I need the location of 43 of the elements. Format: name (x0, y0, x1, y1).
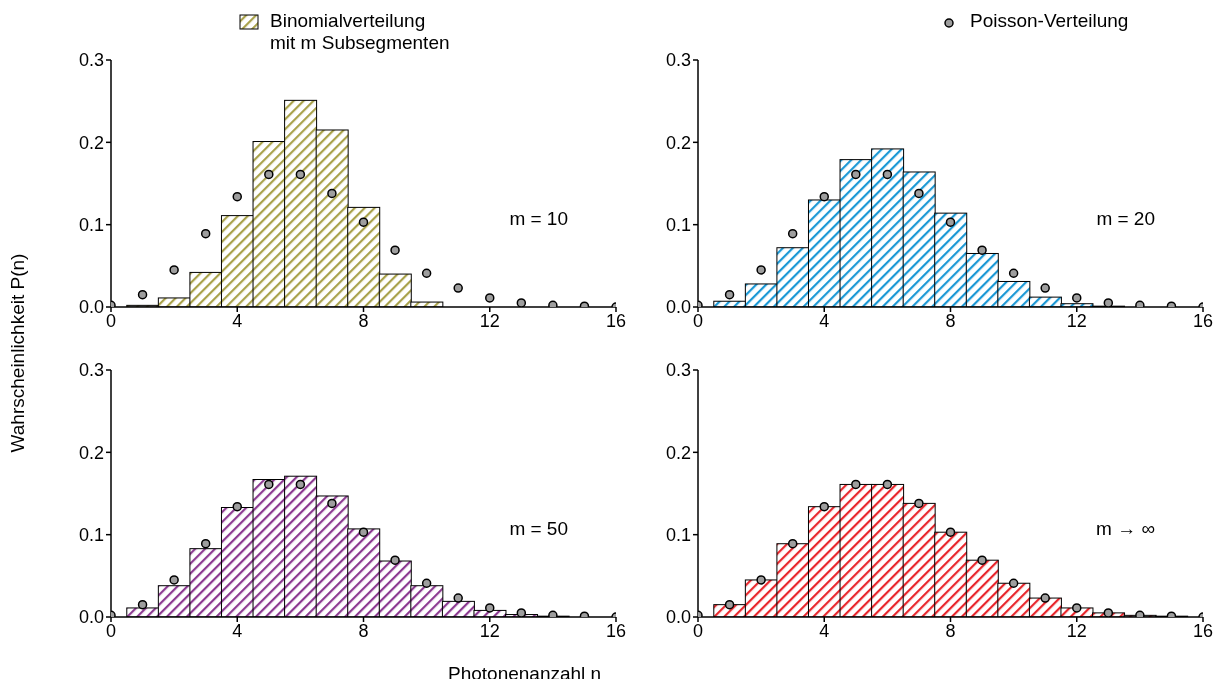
y-tick-label: 0.0 (665, 297, 691, 318)
x-tick-label: 4 (819, 310, 830, 331)
x-tick-label: 0 (105, 310, 117, 331)
x-tick-label: 12 (479, 310, 500, 331)
y-tick-label: 0.0 (78, 607, 104, 628)
y-tick-label: 0.2 (78, 132, 104, 153)
y-tick-label: 0.2 (665, 442, 691, 463)
y-tick-label: 0.3 (665, 360, 691, 381)
annotation: m = 20 (1096, 208, 1155, 230)
x-tick-label: 8 (945, 310, 956, 331)
x-tick-label: 0 (692, 310, 704, 331)
x-tick-label: 12 (479, 620, 500, 641)
x-tick-label: 12 (1066, 620, 1087, 641)
x-tick-label: 8 (358, 310, 369, 331)
y-tick-label: 0.1 (78, 215, 104, 236)
x-tick-label: 16 (605, 310, 627, 331)
x-tick-label: 8 (945, 620, 956, 641)
legend-label: Poisson-Verteilung (970, 10, 1130, 32)
y-tick-label: 0.1 (665, 525, 691, 546)
x-tick-label: 0 (692, 620, 704, 641)
legend-label: Binomialverteilung mit m Subsegmenten (270, 10, 451, 54)
x-tick-label: 12 (1066, 310, 1087, 331)
x-tick-label: 16 (1192, 620, 1214, 641)
y-tick-label: 0.3 (665, 50, 691, 71)
y-tick-label: 0.3 (78, 50, 104, 71)
y-tick-label: 0.1 (665, 215, 691, 236)
annotation: m → ∞ (1096, 518, 1155, 540)
x-tick-label: 16 (1192, 310, 1214, 331)
x-tick-label: 4 (819, 620, 830, 641)
y-axis-title: Wahrscheinlichkeit P(n) (7, 253, 29, 453)
x-tick-label: 4 (232, 620, 243, 641)
annotation: m = 10 (509, 208, 568, 230)
x-tick-label: 0 (105, 620, 117, 641)
y-tick-label: 0.0 (665, 607, 691, 628)
y-tick-label: 0.2 (665, 132, 691, 153)
x-tick-label: 8 (358, 620, 369, 641)
y-tick-label: 0.2 (78, 442, 104, 463)
y-tick-label: 0.0 (78, 297, 104, 318)
y-tick-label: 0.3 (78, 360, 104, 381)
x-tick-label: 4 (232, 310, 243, 331)
x-tick-label: 16 (605, 620, 627, 641)
annotation: m = 50 (509, 518, 568, 540)
y-tick-label: 0.1 (78, 525, 104, 546)
